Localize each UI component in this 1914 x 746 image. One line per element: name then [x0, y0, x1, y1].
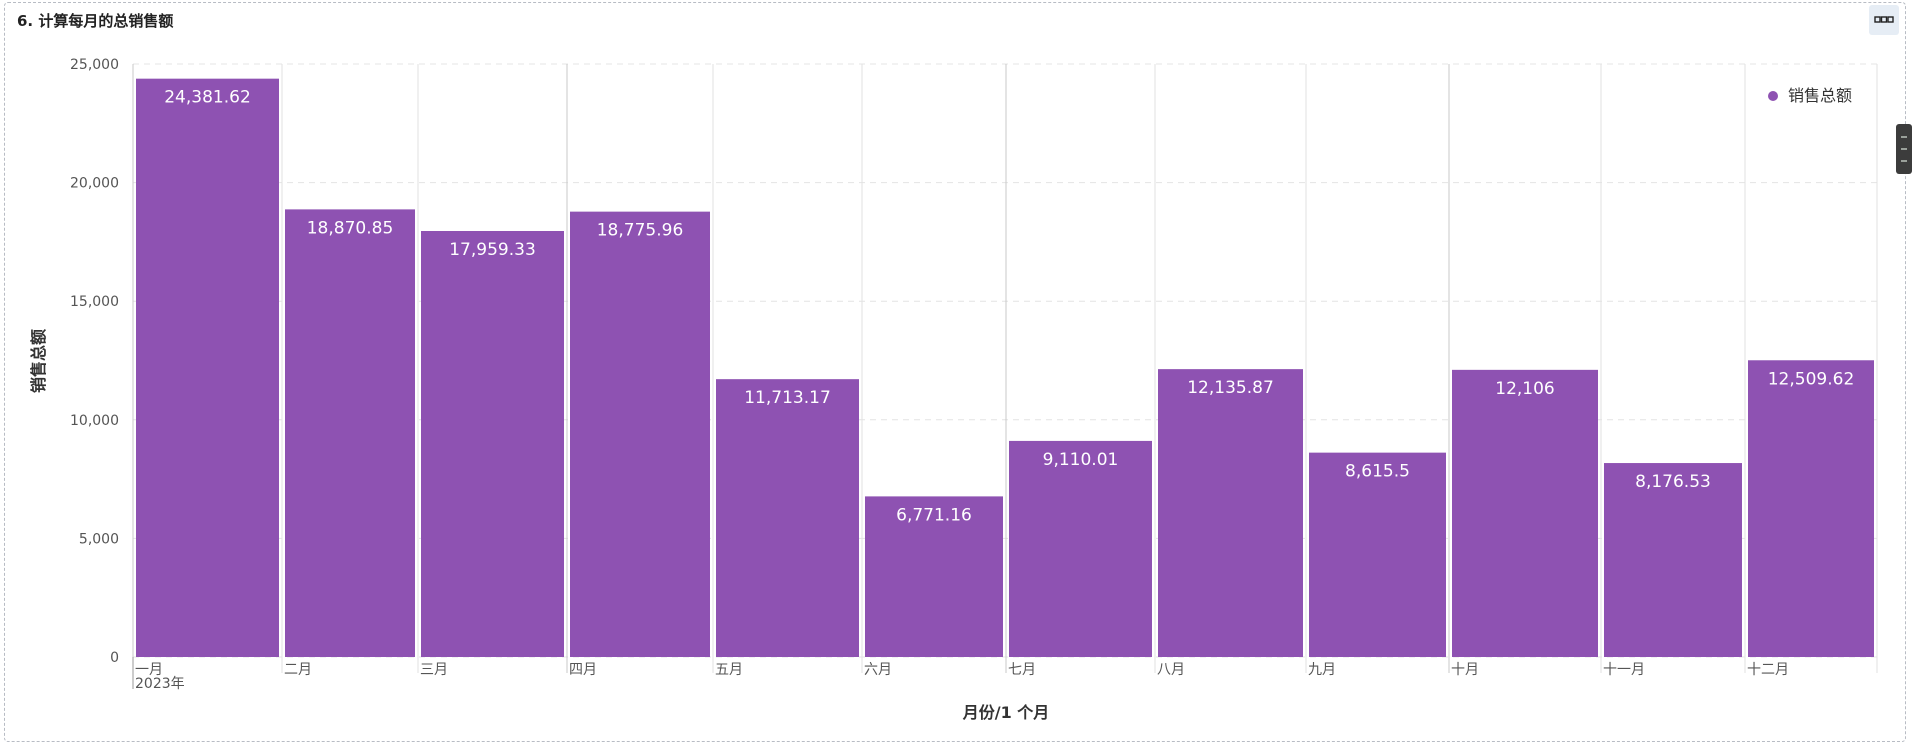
bar-value-label: 12,135.87 — [1187, 378, 1274, 398]
panel-title: 6. 计算每月的总销售额 — [17, 12, 174, 30]
bar-10[interactable] — [1452, 369, 1598, 657]
bars — [136, 78, 1874, 658]
x-tick-label: 八月 — [1157, 662, 1185, 678]
y-axis-title: 销售总额 — [29, 329, 48, 393]
bar-labels: 24,381.62 18,870.85 17,959.33 18,775.96 11,7… — [164, 88, 1854, 526]
x-axis-title: 月份/1 个月 — [962, 703, 1050, 722]
x-tick-label: 六月 — [864, 662, 892, 678]
x-tick-label: 九月 — [1308, 662, 1336, 678]
y-tick-label: 10,000 — [70, 413, 119, 429]
column-dividers — [132, 64, 1878, 689]
x-tick-label: 三月 — [420, 662, 448, 678]
x-tick-label: 四月 — [569, 662, 597, 678]
bar-6[interactable] — [865, 496, 1003, 657]
y-tick-label: 15,000 — [70, 294, 119, 310]
y-tick-label: 25,000 — [70, 57, 119, 73]
legend-marker — [1768, 91, 1778, 101]
x-axis-ticks: 一月 二月 三月 四月 五月 六月 七月 八月 九月 十月 十一月 十二月 2023年 — [135, 662, 1789, 692]
x-tick-label: 十一月 — [1603, 662, 1645, 678]
x-tick-label: 一月 — [135, 662, 163, 678]
bar-1[interactable] — [136, 78, 279, 658]
bar-12[interactable] — [1748, 360, 1874, 657]
y-tick-label: 0 — [110, 650, 119, 666]
bar-11[interactable] — [1604, 463, 1742, 657]
bar-value-label: 12,106 — [1495, 379, 1554, 399]
more-icon — [1874, 16, 1894, 23]
x-tick-label: 七月 — [1008, 662, 1036, 678]
resize-handle[interactable] — [1896, 124, 1912, 174]
y-axis-ticks: 0 5,000 10,000 15,000 20,000 25,000 — [70, 57, 119, 666]
y-tick-label: 5,000 — [79, 531, 119, 547]
y-tick-label: 20,000 — [70, 176, 119, 192]
bar-value-label: 12,509.62 — [1768, 369, 1855, 389]
x-tick-label: 十月 — [1451, 662, 1479, 678]
legend-label: 销售总额 — [1788, 86, 1852, 105]
bar-5[interactable] — [716, 379, 859, 657]
more-menu-button[interactable] — [1869, 5, 1899, 35]
legend: 销售总额 — [1768, 86, 1852, 105]
bar-4[interactable] — [570, 211, 710, 658]
bar-value-label: 18,870.85 — [307, 218, 394, 238]
bar-value-label: 11,713.17 — [744, 388, 831, 408]
bar-value-label: 8,176.53 — [1635, 472, 1711, 492]
bar-value-label: 17,959.33 — [449, 240, 536, 260]
bar-8[interactable] — [1158, 369, 1303, 657]
x-tick-label: 五月 — [715, 662, 743, 678]
bar-value-label: 18,775.96 — [597, 221, 684, 241]
bar-2[interactable] — [285, 209, 415, 658]
year-label: 2023年 — [135, 676, 185, 692]
bar-7[interactable] — [1009, 440, 1152, 657]
bar-3[interactable] — [421, 231, 564, 657]
bar-9[interactable] — [1309, 452, 1446, 657]
bar-value-label: 24,381.62 — [164, 88, 251, 108]
bar-value-label: 8,615.5 — [1345, 462, 1410, 482]
x-tick-label: 十二月 — [1747, 662, 1789, 678]
bar-value-label: 9,110.01 — [1043, 450, 1119, 470]
x-tick-label: 二月 — [284, 662, 312, 678]
bar-value-label: 6,771.16 — [896, 505, 972, 525]
